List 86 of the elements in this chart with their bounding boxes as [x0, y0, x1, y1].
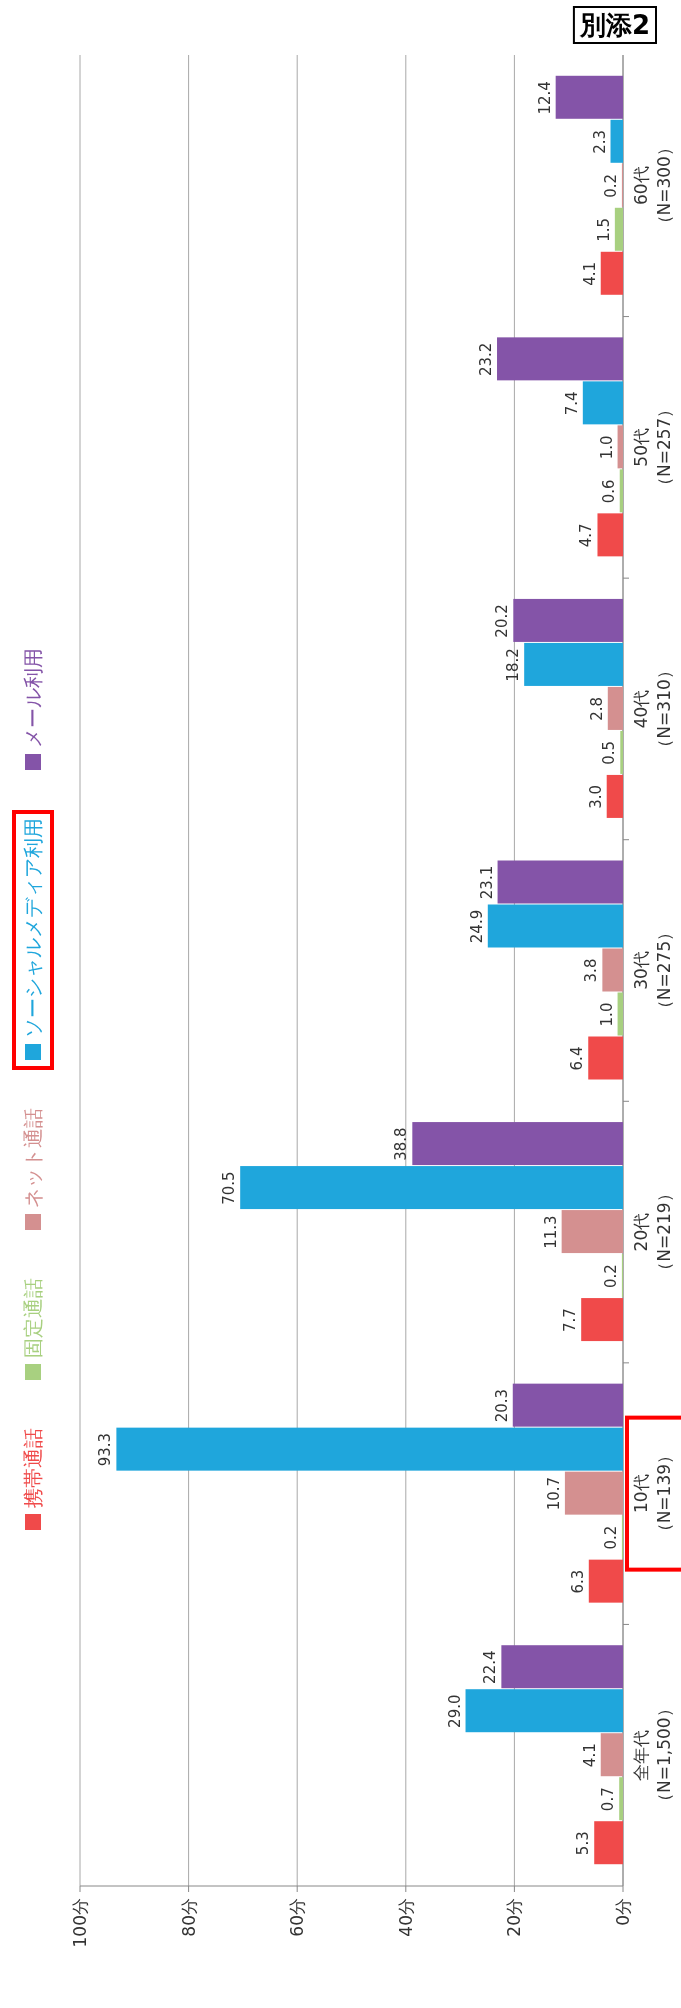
bar: [619, 1777, 623, 1821]
bar: [588, 1559, 623, 1603]
text: ソーシャルメディア利用: [21, 818, 45, 1038]
data-label: 1.5: [594, 217, 613, 242]
data-label: 20.3: [492, 1388, 511, 1423]
bar: [610, 119, 623, 163]
bar: [561, 1210, 623, 1254]
bar: [555, 75, 623, 119]
y-tick-label: 60代（N=300）: [631, 139, 674, 233]
data-label: 38.8: [392, 1127, 411, 1161]
data-label: 11.3: [541, 1215, 560, 1249]
data-label: 4.7: [577, 523, 596, 548]
bar: [600, 1733, 623, 1777]
x-tick-label: 60分: [287, 1898, 308, 1937]
bar: [497, 337, 623, 381]
data-label: 5.3: [574, 1831, 593, 1856]
data-label: 1.0: [597, 1002, 616, 1027]
data-label: 1.0: [597, 435, 616, 460]
bar: [487, 904, 623, 948]
x-tick-label: 40分: [395, 1898, 416, 1937]
bar: [501, 1645, 623, 1689]
data-label: 6.3: [568, 1569, 587, 1594]
x-tick-label: 80分: [178, 1898, 199, 1937]
x-tick-label: 0分: [613, 1898, 633, 1926]
data-label: 0.2: [601, 173, 620, 198]
bar: [588, 1036, 623, 1080]
bar: [617, 425, 623, 469]
x-tick-label: 20分: [504, 1898, 525, 1937]
data-label: 20.2: [493, 604, 512, 638]
bar: [512, 1383, 623, 1427]
bar: [602, 948, 623, 992]
y-tick-label: 20代（N=219）: [631, 1185, 674, 1279]
data-label: 23.1: [477, 865, 496, 900]
bar: [497, 860, 623, 904]
data-label: 3.8: [582, 958, 601, 983]
text: ネット通話: [21, 1108, 45, 1208]
y-tick-label: 50代（N=257）: [631, 400, 674, 495]
data-label: 23.2: [477, 342, 496, 377]
bar: [606, 774, 623, 818]
y-tick-label: 30代（N=275）: [631, 923, 674, 1018]
data-label: 10.7: [544, 1476, 563, 1511]
bar: [614, 207, 623, 251]
y-tick-label: 全年代（N=1,500）: [631, 1700, 674, 1811]
data-label: 6.4: [568, 1046, 587, 1071]
bar: [617, 992, 623, 1036]
data-label: 18.2: [504, 648, 523, 682]
data-label: 0.2: [601, 1525, 620, 1550]
text: 固定通話: [21, 1278, 45, 1358]
bar: [620, 730, 623, 774]
data-label: 3.0: [586, 785, 605, 809]
bar: [240, 1166, 623, 1210]
data-label: 2.3: [590, 129, 609, 154]
bar: [607, 686, 623, 730]
data-label: 4.1: [580, 1743, 599, 1768]
bar: [513, 598, 623, 642]
y-tick-label: 10代（N=139）: [631, 1446, 674, 1541]
y-tick-label: 40代（N=310）: [631, 662, 674, 756]
bar: [582, 381, 623, 425]
text: メール利用: [21, 648, 45, 748]
bar: [594, 1821, 623, 1865]
data-label: 12.4: [535, 81, 554, 115]
data-label: 24.9: [467, 909, 486, 944]
bar: [412, 1122, 623, 1166]
data-label: 0.2: [601, 1264, 620, 1288]
data-label: 4.1: [580, 261, 599, 286]
data-label: 0.5: [600, 741, 619, 765]
bar: [465, 1689, 623, 1733]
data-label: 22.4: [481, 1650, 500, 1684]
data-label: 0.6: [599, 479, 618, 504]
bar: [564, 1471, 623, 1515]
bar: [581, 1298, 623, 1342]
text: 別添2: [578, 10, 650, 40]
bar: [619, 469, 623, 513]
data-label: 70.5: [220, 1171, 239, 1205]
data-label: 7.4: [562, 391, 581, 416]
text: 携帯通話: [21, 1428, 45, 1508]
data-label: 29.0: [445, 1694, 464, 1728]
bar: [116, 1427, 623, 1471]
data-label: 2.8: [587, 697, 606, 721]
bar: [524, 642, 623, 686]
bar: [600, 251, 623, 295]
data-label: 0.7: [599, 1787, 618, 1812]
data-label: 93.3: [96, 1432, 115, 1467]
data-label: 7.7: [561, 1308, 580, 1332]
bar: [597, 513, 623, 557]
x-tick-label: 100分: [70, 1898, 90, 1948]
